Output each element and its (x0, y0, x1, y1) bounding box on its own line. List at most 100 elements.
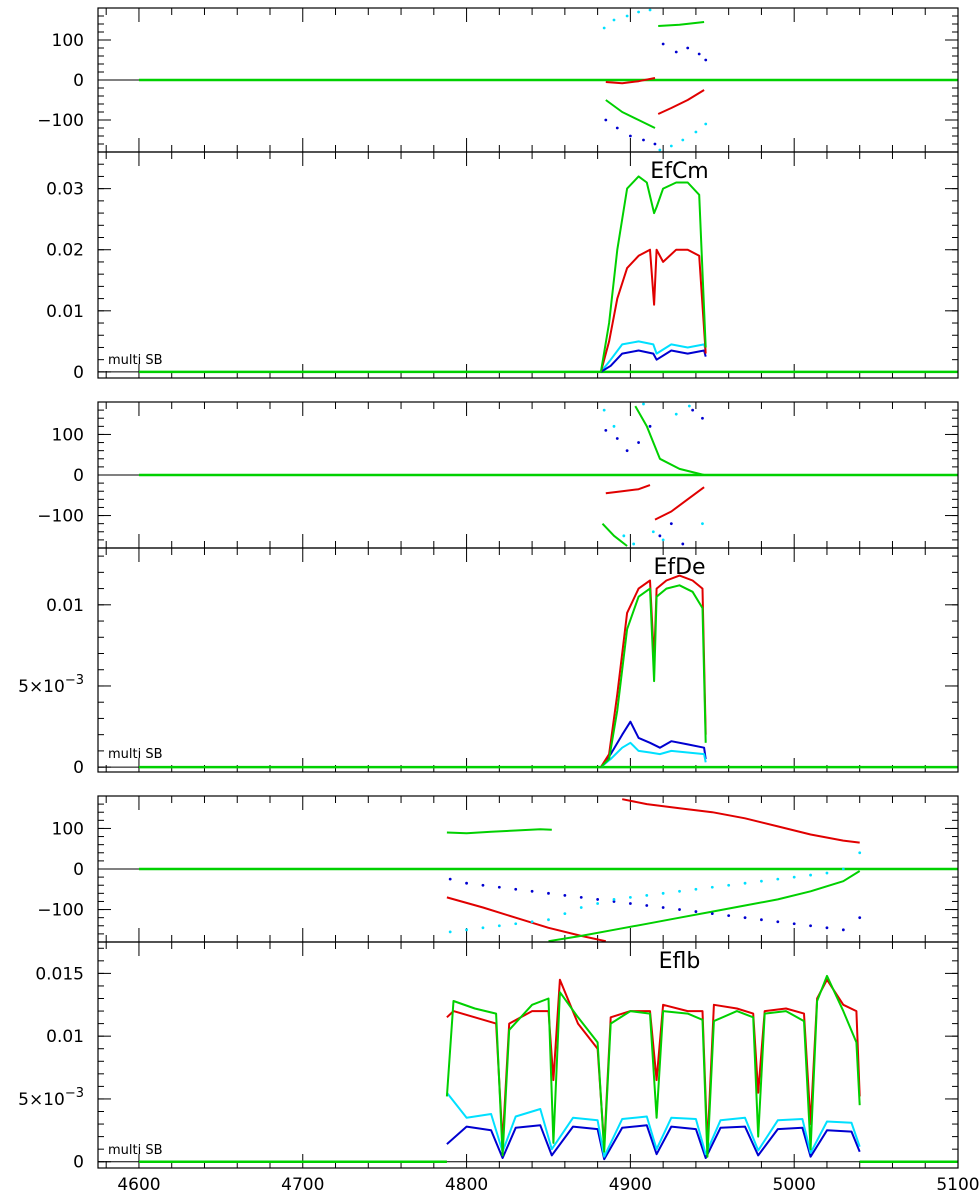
series-point (514, 922, 518, 926)
y-tick-label: 0 (73, 1153, 84, 1173)
series-point (809, 873, 812, 877)
series-point (604, 428, 608, 432)
y-tick-label: 100 (52, 819, 84, 839)
series-point (645, 893, 649, 897)
series-point (622, 534, 626, 538)
series-point (628, 895, 632, 899)
series-point (658, 148, 662, 152)
series-point (465, 928, 468, 932)
data-area (138, 8, 958, 152)
series-line (600, 340, 707, 373)
series-point (858, 916, 862, 920)
series-point (651, 530, 655, 534)
series-point (686, 46, 690, 50)
series-point (497, 885, 501, 889)
series-point (776, 877, 780, 881)
series-point (661, 891, 665, 895)
series-point (678, 889, 681, 893)
series-point (530, 889, 534, 893)
x-tick-label: 4600 (117, 1175, 160, 1195)
series-point (681, 542, 685, 546)
data-area (138, 175, 958, 374)
series-point (727, 914, 731, 918)
series-point (465, 881, 468, 885)
series-point (694, 910, 698, 913)
data-area (138, 402, 958, 547)
series-point (674, 50, 678, 54)
series-point (602, 26, 606, 30)
series-point (579, 906, 583, 909)
series-point (678, 908, 681, 911)
series-point (612, 900, 616, 903)
series-point (674, 412, 678, 416)
series-point (691, 408, 695, 412)
series-point (710, 912, 714, 916)
series-point (645, 904, 649, 907)
series-line (634, 405, 705, 476)
series-point (760, 918, 763, 922)
series-line (446, 1092, 861, 1158)
panel-3-phase: 100 0 −100 (37, 401, 959, 549)
series-point (727, 883, 731, 887)
series-point (625, 14, 629, 18)
y-tick-label: 100 (52, 31, 84, 51)
series-point (743, 916, 747, 920)
y-tick-label: 0.03 (46, 180, 84, 200)
series-line (605, 99, 656, 129)
series-point (648, 8, 652, 12)
series-point (637, 441, 640, 444)
panel-5-phase: 100 0 −100 (37, 795, 959, 943)
series-line (657, 89, 705, 115)
y-tick-label: 0 (73, 466, 84, 486)
series-point (858, 851, 862, 855)
series-point (612, 18, 616, 22)
data-area (138, 974, 958, 1163)
y-tick-label: 0.01 (46, 302, 84, 322)
series-line (658, 21, 705, 27)
x-tick-label: 5100 (936, 1175, 979, 1195)
series-line (622, 798, 860, 844)
series-point (661, 538, 665, 542)
y-tick-label: −100 (37, 507, 84, 527)
series-point (642, 402, 645, 406)
series-point (628, 902, 632, 905)
series-point (841, 928, 845, 932)
series-point (448, 877, 452, 881)
series-point (653, 142, 657, 146)
series-point (661, 906, 665, 909)
y-tick-label: 0.01 (46, 1027, 84, 1047)
series-line (600, 720, 707, 768)
y-tick-label: 5×10−3 (18, 1086, 84, 1110)
series-line (599, 175, 707, 373)
series-point (697, 52, 701, 56)
series-point (792, 875, 796, 879)
data-area (138, 798, 958, 942)
series-point (661, 42, 665, 46)
panel-2-amplitude: 0.03 0.02 0.01 0 EfCm multi SB (46, 151, 959, 383)
series-line (446, 896, 607, 942)
series-point (760, 879, 763, 883)
series-point (615, 437, 619, 440)
y-tick-label: 5×10−3 (18, 673, 84, 697)
panel-4-amplitude: 0.01 5×10−3 0 EfDe multi SB (18, 547, 959, 778)
series-point (604, 118, 608, 122)
series-point (602, 408, 606, 412)
series-point (704, 122, 708, 126)
data-area (138, 574, 958, 769)
panel-note: multi SB (108, 747, 163, 762)
series-point (743, 881, 747, 885)
series-point (481, 926, 485, 930)
series-line (601, 523, 628, 547)
series-point (563, 893, 567, 897)
x-tick-label: 4700 (281, 1175, 324, 1195)
series-point (637, 10, 640, 14)
panel-6-amplitude: 0.015 0.01 5×10−3 0 Eflb multi SB (18, 941, 959, 1173)
panel-title: Eflb (659, 949, 701, 974)
series-point (710, 885, 714, 889)
series-point (825, 871, 829, 875)
series-point (825, 926, 829, 930)
series-line (600, 741, 707, 768)
series-point (448, 930, 452, 934)
series-point (497, 924, 501, 928)
